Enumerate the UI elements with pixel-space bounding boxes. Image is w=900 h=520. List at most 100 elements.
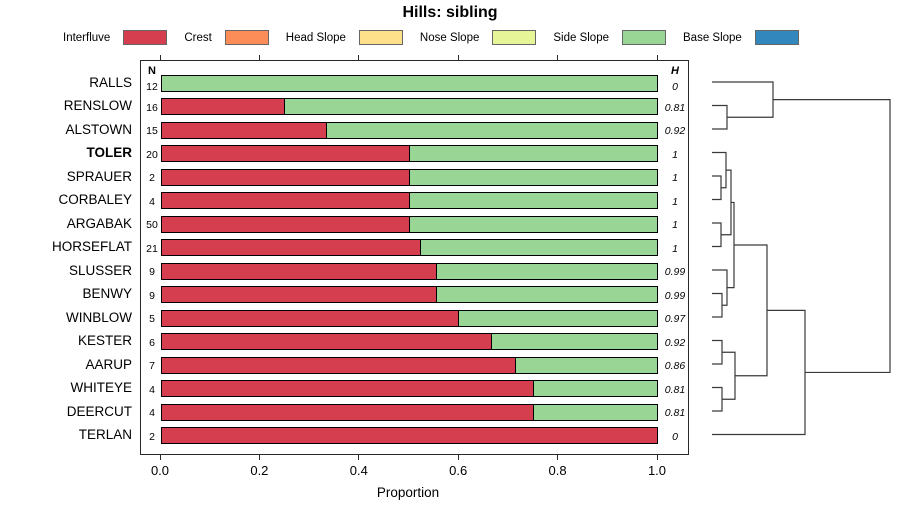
bar-segment-sideslope — [458, 309, 658, 327]
row-label: WHITEYE — [70, 380, 132, 395]
bar-segment-interfluve — [161, 168, 410, 186]
h-value: 0.99 — [664, 289, 686, 302]
bar-segment-sideslope — [436, 262, 658, 280]
bar-segment-interfluve — [161, 333, 492, 350]
n-value: 9 — [149, 289, 155, 302]
legend-swatch — [754, 30, 799, 45]
tick-bottom — [656, 455, 658, 460]
tick-bottom — [457, 455, 459, 460]
row-label: SLUSSER — [68, 262, 132, 278]
bar-segment-sideslope — [409, 168, 658, 186]
legend-item: Side Slope — [553, 30, 666, 45]
h-column-header: H — [671, 65, 679, 77]
n-column-header: N — [148, 65, 156, 77]
tick-bottom — [258, 455, 260, 460]
bar-row — [161, 74, 658, 92]
bar-segment-sideslope — [420, 239, 658, 256]
tick-bottom — [159, 455, 161, 460]
x-tick-label: 1.0 — [647, 463, 667, 478]
tick-top — [258, 55, 260, 60]
n-value: 20 — [146, 148, 158, 161]
bar-segment-sideslope — [515, 356, 658, 374]
bar-row — [161, 403, 658, 421]
x-tick-label: 0.2 — [250, 463, 269, 478]
bar-row — [161, 380, 658, 397]
bar-row — [161, 427, 658, 444]
legend-swatch — [123, 30, 168, 45]
legend-label: Crest — [184, 31, 212, 44]
bar-row — [161, 262, 658, 280]
legend-item: Head Slope — [286, 30, 403, 45]
legend-item: Interfluve — [63, 30, 168, 45]
tick-bottom — [358, 455, 360, 460]
h-value: 1 — [672, 242, 678, 255]
bar-segment-interfluve — [161, 427, 658, 444]
bar-segment-interfluve — [161, 145, 410, 162]
tick-top — [358, 55, 360, 60]
bar-row — [161, 192, 658, 209]
row-label: TERLAN — [78, 427, 132, 442]
legend: Interfluve Crest Head Slope Nose Slope Side … — [63, 30, 799, 45]
bar-segment-sideslope — [533, 403, 658, 421]
n-value: 2 — [149, 430, 155, 443]
legend-label: Head Slope — [285, 31, 346, 44]
chart-title: Hills: sibling — [402, 4, 498, 21]
row-label: WINBLOW — [66, 309, 132, 325]
h-value: 1 — [672, 148, 678, 161]
row-label: RALLS — [89, 74, 132, 90]
bar-row — [161, 356, 658, 374]
h-value: 0.81 — [664, 407, 686, 419]
n-value: 12 — [146, 81, 158, 93]
legend-label: Side Slope — [553, 31, 609, 44]
bar-segment-interfluve — [161, 192, 410, 209]
x-tick-label: 0.6 — [449, 463, 468, 478]
bar-segment-interfluve — [161, 98, 285, 115]
n-value: 5 — [149, 313, 155, 325]
bar-row — [161, 333, 658, 350]
x-axis-title: Proportion — [376, 485, 440, 500]
h-value: 0 — [672, 430, 678, 443]
bar-segment-sideslope — [533, 380, 658, 397]
legend-item: Nose Slope — [420, 30, 537, 45]
n-value: 16 — [146, 101, 158, 114]
row-label: SPRAUER — [66, 168, 132, 184]
tick-bottom — [557, 455, 559, 460]
tick-top — [457, 55, 459, 60]
bar-segment-sideslope — [409, 145, 658, 162]
tick-top — [557, 55, 559, 60]
row-label: HORSEFLAT — [51, 239, 132, 254]
bar-segment-sideslope — [491, 333, 658, 350]
bar-row — [161, 168, 658, 186]
row-label: BENWY — [82, 286, 132, 301]
legend-item: Crest — [184, 30, 269, 45]
n-value: 50 — [146, 219, 158, 231]
bar-row — [161, 239, 658, 256]
tick-top — [656, 55, 658, 60]
x-tick-label: 0.4 — [349, 463, 368, 478]
tick-top — [159, 55, 161, 60]
plot-area: N H 12 0 16 0.81 15 0.92 20 1 2 1 4 1 50 1 21 1 9 0.99 9 0.… — [140, 60, 689, 455]
bar-segment-interfluve — [161, 121, 327, 139]
bar-segment-interfluve — [161, 286, 437, 303]
legend-item: Base Slope — [683, 30, 799, 45]
h-value: 0.97 — [664, 313, 686, 325]
bar-segment-interfluve — [161, 380, 534, 397]
n-value: 7 — [149, 360, 155, 372]
n-value: 21 — [146, 242, 158, 255]
bar-segment-interfluve — [161, 262, 437, 280]
row-label: DEERCUT — [66, 403, 132, 419]
bar-segment-interfluve — [161, 403, 534, 421]
x-tick-label: 0.8 — [548, 463, 567, 478]
h-value: 0.92 — [664, 125, 686, 137]
bar-segment-sideslope — [409, 192, 658, 209]
legend-label: Base Slope — [683, 31, 742, 44]
h-value: 0.81 — [664, 101, 686, 114]
bar-segment-interfluve — [161, 309, 459, 327]
row-label: RENSLOW — [63, 98, 132, 113]
h-value: 0.92 — [664, 336, 686, 349]
bar-segment-interfluve — [161, 356, 516, 374]
bar-segment-sideslope — [436, 286, 658, 303]
legend-swatch — [492, 30, 537, 45]
n-value: 4 — [149, 407, 155, 419]
